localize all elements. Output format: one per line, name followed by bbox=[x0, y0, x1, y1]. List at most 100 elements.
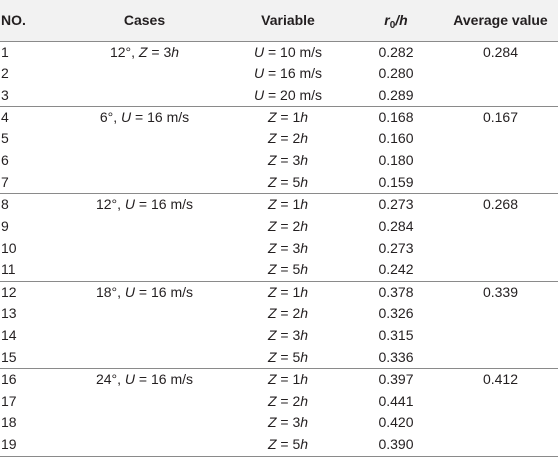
header-ratio: r0/h bbox=[349, 0, 443, 42]
header-ratio-sub: 0 bbox=[389, 20, 396, 32]
case-angle: 18°, bbox=[95, 283, 125, 300]
cell-case: 12°, U = 16 m/s bbox=[62, 193, 227, 216]
var-eq: = 3 bbox=[276, 152, 301, 169]
cell-variable: Z = 1h bbox=[227, 280, 349, 304]
cell-average-empty bbox=[443, 216, 558, 238]
cell-average-empty bbox=[443, 434, 558, 457]
cell-average-empty bbox=[443, 85, 558, 107]
cell-case: 18°, U = 16 m/s bbox=[62, 280, 227, 304]
var-unit: h bbox=[300, 414, 309, 431]
case-eq: = 16 m/s bbox=[135, 371, 194, 388]
var-symbol: Z bbox=[267, 239, 277, 256]
cell-no: 13 bbox=[1, 305, 17, 322]
cell-variable: Z = 2h bbox=[227, 303, 349, 325]
case-angle: 6°, bbox=[99, 109, 122, 126]
var-unit: h bbox=[300, 348, 309, 365]
var-symbol: Z bbox=[267, 196, 277, 213]
cell-no: 17 bbox=[1, 392, 17, 409]
table-row: 11 Z = 5h 0.242 bbox=[0, 259, 558, 281]
cell-variable: Z = 5h bbox=[227, 434, 349, 457]
var-unit: h bbox=[300, 261, 309, 278]
cell-average-empty bbox=[443, 172, 558, 194]
cell-no: 4 bbox=[0, 106, 62, 129]
cell-variable: Z = 1h bbox=[227, 193, 349, 216]
table-row: 19 Z = 5h 0.390 bbox=[0, 434, 558, 457]
cell-case-empty bbox=[62, 150, 227, 172]
cell-ratio-value: 0.441 bbox=[378, 392, 414, 409]
var-symbol: Z bbox=[267, 305, 277, 322]
cell-no: 8 bbox=[0, 193, 62, 216]
case-eq: = 16 m/s bbox=[135, 196, 194, 213]
cell-no: 12 bbox=[0, 280, 62, 304]
var-symbol: U bbox=[253, 43, 265, 60]
cell-variable: Z = 3h bbox=[227, 150, 349, 172]
cell-variable: Z = 2h bbox=[227, 391, 349, 413]
cell-case: 6°, U = 16 m/s bbox=[62, 106, 227, 129]
table-row: 17 Z = 2h 0.441 bbox=[0, 391, 558, 413]
table-row: 14 Z = 3h 0.315 bbox=[0, 325, 558, 347]
cell-no: 6 bbox=[1, 152, 9, 169]
case-eq: = 16 m/s bbox=[131, 109, 190, 126]
var-eq: = 1 bbox=[276, 109, 301, 126]
var-eq: = 10 m/s bbox=[264, 43, 323, 60]
cell-case-empty bbox=[62, 347, 227, 369]
cell-ratio-value: 0.336 bbox=[378, 348, 414, 365]
var-unit: h bbox=[300, 392, 309, 409]
cell-variable: Z = 1h bbox=[227, 106, 349, 129]
var-eq: = 3 bbox=[276, 326, 301, 343]
cell-ratio-value: 0.168 bbox=[349, 106, 443, 129]
cell-no: 7 bbox=[1, 174, 9, 191]
var-eq: = 5 bbox=[276, 348, 301, 365]
cell-no: 18 bbox=[1, 414, 17, 431]
var-eq: = 5 bbox=[276, 436, 301, 453]
cell-ratio-value: 0.159 bbox=[378, 174, 414, 191]
cell-case: 24°, U = 16 m/s bbox=[62, 368, 227, 391]
cell-no: 19 bbox=[0, 434, 62, 457]
header-average: Average value bbox=[443, 0, 558, 42]
var-eq: = 5 bbox=[276, 174, 301, 191]
cell-ratio-value: 0.242 bbox=[378, 261, 414, 278]
var-symbol: Z bbox=[267, 283, 277, 300]
table-body: 1 12°, Z = 3h U = 10 m/s 0.282 0.284 2 U = 16 … bbox=[0, 41, 558, 457]
case-var: U bbox=[124, 371, 136, 388]
var-unit: h bbox=[300, 305, 309, 322]
var-eq: = 16 m/s bbox=[264, 64, 323, 81]
cell-case-empty bbox=[62, 216, 227, 238]
case-eq: = 16 m/s bbox=[135, 283, 194, 300]
header-ratio-r: r bbox=[384, 12, 390, 29]
table-row: 4 6°, U = 16 m/s Z = 1h 0.168 0.167 bbox=[0, 106, 558, 129]
cell-no: 10 bbox=[1, 239, 17, 256]
header-row: NO. Cases Variable r0/h Average value bbox=[0, 0, 558, 42]
var-symbol: Z bbox=[267, 371, 277, 388]
cell-average-empty bbox=[443, 238, 558, 260]
cell-case-empty bbox=[62, 412, 227, 434]
var-unit: h bbox=[300, 217, 309, 234]
cell-case-empty bbox=[62, 325, 227, 347]
cell-no: 5 bbox=[1, 130, 9, 147]
table-row: 18 Z = 3h 0.420 bbox=[0, 412, 558, 434]
table-row: 15 Z = 5h 0.336 bbox=[0, 347, 558, 369]
cell-no: 9 bbox=[1, 217, 9, 234]
table-row: 5 Z = 2h 0.160 bbox=[0, 128, 558, 150]
table-row: 3 U = 20 m/s 0.289 bbox=[0, 85, 558, 107]
cell-case-empty bbox=[62, 391, 227, 413]
cell-variable: Z = 2h bbox=[227, 216, 349, 238]
cell-ratio-value: 0.280 bbox=[378, 64, 414, 81]
case-angle: 12°, bbox=[109, 43, 139, 60]
table-row: 13 Z = 2h 0.326 bbox=[0, 303, 558, 325]
cell-case-empty bbox=[62, 259, 227, 281]
var-eq: = 1 bbox=[276, 371, 301, 388]
var-symbol: Z bbox=[267, 174, 277, 191]
var-symbol: Z bbox=[267, 414, 277, 431]
cell-ratio-value: 0.180 bbox=[378, 152, 414, 169]
cell-no: 3 bbox=[1, 86, 9, 103]
cell-average-empty bbox=[443, 303, 558, 325]
header-ratio-h: /h bbox=[395, 12, 408, 29]
cell-variable: U = 16 m/s bbox=[227, 63, 349, 85]
table-row: 8 12°, U = 16 m/s Z = 1h 0.273 0.268 bbox=[0, 193, 558, 216]
var-unit: h bbox=[300, 436, 309, 453]
var-eq: = 1 bbox=[276, 283, 301, 300]
case-angle: 12°, bbox=[95, 196, 125, 213]
var-symbol: Z bbox=[267, 130, 277, 147]
